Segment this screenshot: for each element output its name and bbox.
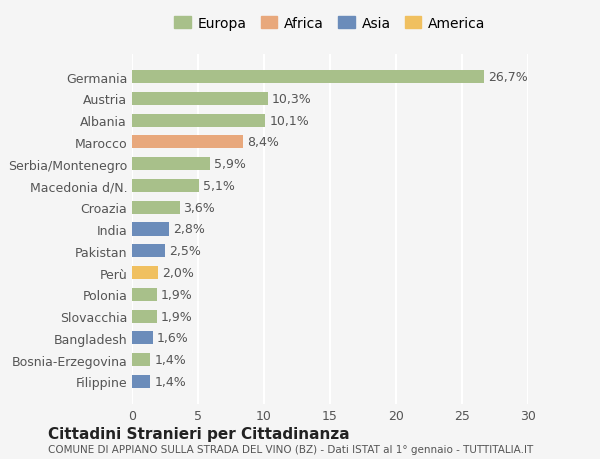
Text: 1,6%: 1,6% [157, 331, 189, 345]
Text: 10,1%: 10,1% [269, 114, 309, 128]
Text: COMUNE DI APPIANO SULLA STRADA DEL VINO (BZ) - Dati ISTAT al 1° gennaio - TUTTIT: COMUNE DI APPIANO SULLA STRADA DEL VINO … [48, 444, 533, 454]
Text: 1,9%: 1,9% [161, 288, 193, 301]
Legend: Europa, Africa, Asia, America: Europa, Africa, Asia, America [174, 17, 486, 31]
Bar [132, 245, 165, 258]
Text: 3,6%: 3,6% [184, 202, 215, 214]
Bar [132, 93, 268, 106]
Text: 1,4%: 1,4% [154, 375, 186, 388]
Text: 2,0%: 2,0% [163, 267, 194, 280]
Bar [132, 201, 179, 214]
Text: 1,9%: 1,9% [161, 310, 193, 323]
Bar [132, 136, 243, 149]
Bar [132, 179, 199, 193]
Bar [132, 310, 157, 323]
Text: Cittadini Stranieri per Cittadinanza: Cittadini Stranieri per Cittadinanza [48, 425, 350, 441]
Text: 10,3%: 10,3% [272, 93, 311, 106]
Text: 5,1%: 5,1% [203, 179, 235, 192]
Bar [132, 375, 151, 388]
Bar [132, 158, 210, 171]
Text: 5,9%: 5,9% [214, 158, 246, 171]
Bar [132, 288, 157, 301]
Bar [132, 223, 169, 236]
Bar [132, 71, 484, 84]
Bar [132, 114, 265, 128]
Bar [132, 353, 151, 366]
Bar [132, 266, 158, 280]
Text: 26,7%: 26,7% [488, 71, 528, 84]
Bar [132, 331, 153, 345]
Text: 2,8%: 2,8% [173, 223, 205, 236]
Text: 2,5%: 2,5% [169, 245, 201, 257]
Text: 1,4%: 1,4% [154, 353, 186, 366]
Text: 8,4%: 8,4% [247, 136, 279, 149]
